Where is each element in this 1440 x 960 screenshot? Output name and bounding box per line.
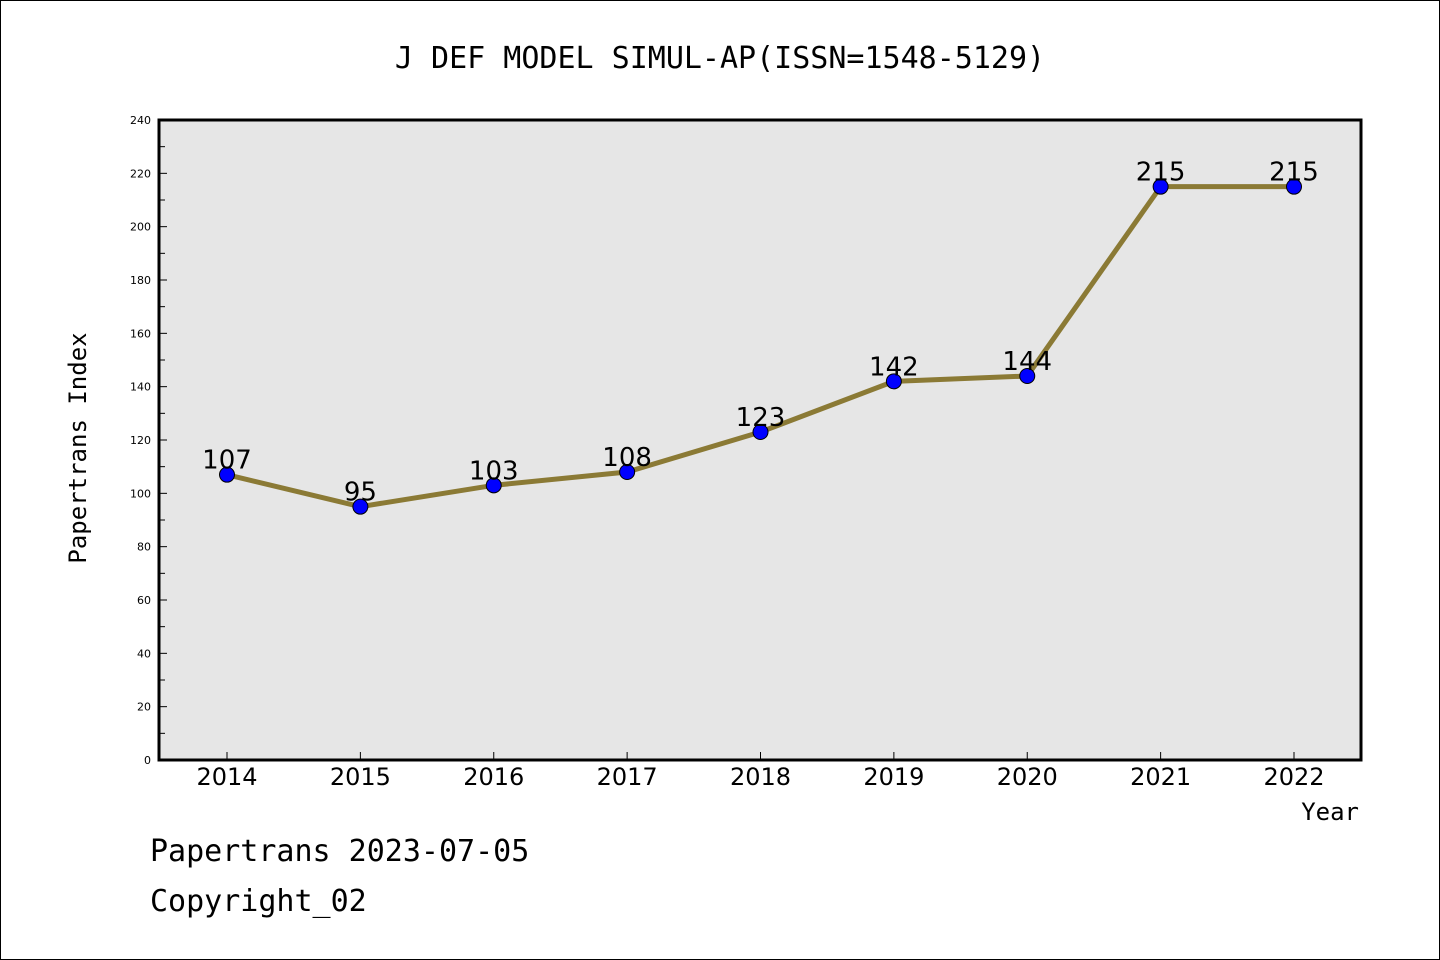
x-tick-label: 2021 xyxy=(1130,763,1191,791)
data-point xyxy=(885,373,902,390)
data-point xyxy=(619,464,636,480)
y-tick-label: 120 xyxy=(130,434,151,447)
data-label: 144 xyxy=(1002,347,1052,377)
data-labels: 107 95 103 108 123 142 144 215 215 xyxy=(202,158,1319,508)
y-axis-ticks: 0 20 40 60 80 100 120 140 160 180 200 220 240 xyxy=(130,114,167,767)
x-tick-label: 2015 xyxy=(330,763,391,791)
y-tick-label: 20 xyxy=(137,701,151,714)
y-tick-label: 100 xyxy=(130,487,151,500)
x-tick-label: 2014 xyxy=(196,763,257,791)
data-label: 142 xyxy=(869,352,919,382)
y-tick-label: 0 xyxy=(144,754,151,767)
data-point xyxy=(1019,368,1036,384)
footer-copyright: Copyright_02 xyxy=(150,884,367,919)
footer-date: Papertrans 2023-07-05 xyxy=(150,834,530,869)
x-tick-label: 2018 xyxy=(730,763,791,791)
x-axis-ticks: 2014 2015 2016 2017 2018 2019 2020 2021 2022 xyxy=(196,752,1325,791)
y-tick-label: 40 xyxy=(137,647,151,660)
data-label: 103 xyxy=(469,456,519,486)
data-point xyxy=(219,466,235,483)
y-axis-label: Papertrans Index xyxy=(64,332,92,563)
data-label: 123 xyxy=(736,403,786,433)
x-tick-label: 2017 xyxy=(597,763,658,791)
data-point xyxy=(1286,178,1302,195)
data-point xyxy=(752,424,769,440)
data-label: 215 xyxy=(1269,158,1319,188)
data-label: 215 xyxy=(1136,158,1186,188)
x-axis-label: Year xyxy=(1301,798,1359,826)
y-tick-label: 140 xyxy=(130,381,151,394)
x-tick-label: 2020 xyxy=(997,763,1058,791)
plot-area xyxy=(157,118,1363,762)
y-tick-label: 60 xyxy=(137,594,151,607)
data-point xyxy=(1152,178,1169,195)
y-tick-label: 240 xyxy=(130,114,151,127)
chart-title: J DEF MODEL SIMUL-AP(ISSN=1548-5129) xyxy=(395,41,1045,76)
x-tick-label: 2016 xyxy=(463,763,524,791)
y-tick-label: 160 xyxy=(130,327,151,340)
y-tick-label: 200 xyxy=(130,221,151,234)
x-tick-label: 2019 xyxy=(863,763,924,791)
data-label: 107 xyxy=(202,446,252,476)
x-tick-label: 2022 xyxy=(1263,763,1324,791)
y-tick-label: 80 xyxy=(137,541,151,554)
series-markers xyxy=(219,178,1302,515)
data-point xyxy=(485,477,502,494)
data-label: 95 xyxy=(344,478,377,508)
data-label: 108 xyxy=(602,443,652,473)
y-tick-label: 180 xyxy=(130,274,151,287)
y-tick-label: 220 xyxy=(130,167,151,180)
data-point xyxy=(352,498,369,515)
